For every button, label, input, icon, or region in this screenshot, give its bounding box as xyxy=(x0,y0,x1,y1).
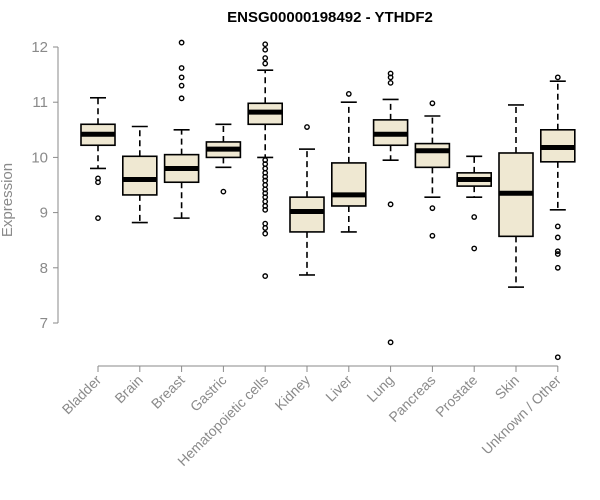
y-tick-label: 11 xyxy=(32,94,48,111)
outlier-point xyxy=(554,354,561,361)
axes: 7 8 9 10 11 12 xyxy=(31,39,558,367)
y-tick-label: 8 xyxy=(40,260,48,277)
outlier-point xyxy=(262,206,269,213)
outlier-point xyxy=(387,79,394,86)
outlier-point xyxy=(262,273,269,279)
box-skin xyxy=(498,104,534,288)
outlier-point xyxy=(471,245,478,252)
outlier-point xyxy=(178,74,185,81)
outlier-point xyxy=(95,215,101,222)
outlier-point xyxy=(262,225,269,231)
box-lung xyxy=(372,70,409,346)
outlier-point xyxy=(554,234,561,241)
outlier-point xyxy=(429,232,436,239)
outlier-point xyxy=(262,60,269,67)
box-iqr xyxy=(289,196,325,233)
x-tick-label: Liver xyxy=(322,372,355,405)
y-axis-label: Expression xyxy=(0,163,16,237)
outlier-point xyxy=(262,46,269,53)
outlier-point xyxy=(345,91,352,97)
box-iqr xyxy=(414,142,451,169)
outlier-point xyxy=(554,74,561,81)
outlier-point xyxy=(178,39,185,46)
y-tick-label: 7 xyxy=(40,315,48,332)
x-tick-label: Brain xyxy=(111,372,145,406)
box-brain xyxy=(122,125,158,224)
x-tick-label: Bladder xyxy=(59,372,105,418)
outlier-point xyxy=(178,82,185,89)
outlier-point xyxy=(554,251,561,257)
outlier-point xyxy=(262,41,269,48)
box-liver xyxy=(330,91,367,233)
y-tick-label: 12 xyxy=(31,39,48,56)
outlier-point xyxy=(262,230,269,237)
box-kidney xyxy=(289,124,325,276)
outlier-point xyxy=(178,95,185,102)
outlier-point xyxy=(471,214,478,220)
box-gastric xyxy=(205,123,242,195)
box-breast xyxy=(163,39,200,219)
x-tick-label: Lung xyxy=(363,372,396,405)
box-hematopoietic-cells xyxy=(247,41,283,279)
box-prostate xyxy=(456,155,493,252)
outlier-point xyxy=(304,124,310,130)
outlier-point xyxy=(262,55,269,61)
y-tick-label: 9 xyxy=(40,205,48,222)
outlier-point xyxy=(387,201,394,208)
x-tick-label: Breast xyxy=(148,372,188,412)
outlier-point xyxy=(429,205,436,212)
x-tick-label: Skin xyxy=(492,372,523,403)
x-tick-label: Prostate xyxy=(432,372,480,420)
x-tick-label: Kidney xyxy=(272,372,314,414)
outlier-point xyxy=(387,339,394,346)
outlier-point xyxy=(95,179,101,186)
outlier-point xyxy=(554,248,561,255)
box-unknown-other xyxy=(539,74,576,361)
outlier-point xyxy=(429,100,436,107)
outlier-point xyxy=(554,223,561,230)
y-tick-label: 10 xyxy=(31,149,48,166)
x-tick-label: Unknown / Other xyxy=(478,372,564,458)
outlier-point xyxy=(178,65,185,71)
box-iqr xyxy=(122,155,158,196)
outlier-point xyxy=(387,74,394,81)
box-pancreas xyxy=(414,100,451,239)
box-iqr xyxy=(330,162,367,207)
box-bladder xyxy=(80,96,116,222)
outlier-point xyxy=(554,264,561,271)
chart-title: ENSG00000198492 - YTHDF2 xyxy=(227,9,433,26)
boxes-layer xyxy=(80,39,576,361)
outlier-point xyxy=(220,188,227,195)
